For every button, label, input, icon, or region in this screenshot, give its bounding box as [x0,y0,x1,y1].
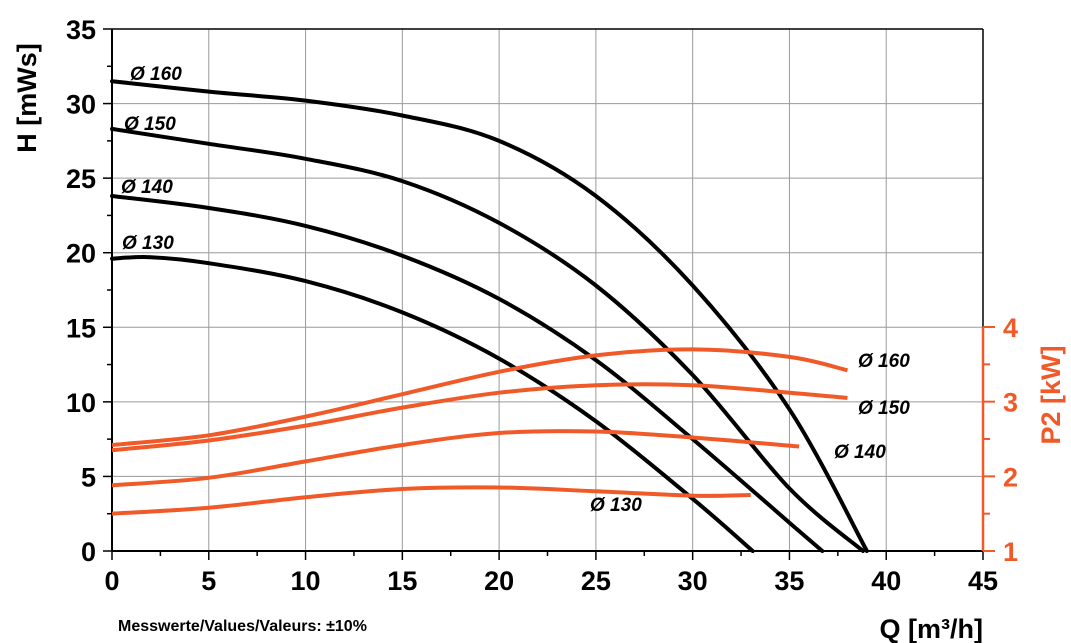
power-curve-label: Ø 160 [858,351,910,372]
y-left-tick-label: 10 [66,388,96,418]
y-left-tick-label: 5 [81,462,96,492]
x-tick-label: 10 [291,566,321,596]
x-tick-label: 15 [387,566,417,596]
power-curve [111,429,800,488]
x-tick-label: 25 [581,566,611,596]
head-curve-label: Ø 160 [130,64,182,85]
power-curve [111,382,848,453]
y-right-tick-label: 1 [1003,537,1018,567]
y-left-tick-label: 20 [66,239,96,269]
power-curve-label: Ø 130 [590,495,642,516]
y-left-tick-label: 15 [66,313,96,343]
x-axis-title: Q [m³/h] [880,614,983,643]
power-curve-label: Ø 140 [834,442,886,463]
tolerance-note: Messwerte/Values/Valeurs: ±10% [118,618,367,635]
x-tick-label: 0 [104,566,119,596]
y-left-tick-label: 30 [66,90,96,120]
head-curve-label: Ø 130 [122,233,174,254]
x-tick-label: 45 [968,566,998,596]
y-axis-right-title: P2 [kW] [1036,345,1066,444]
power-curve [111,485,751,516]
head-curve [110,255,755,553]
labels: Q [m³/h] H [mWs] P2 [kW] Ø 160 Ø 150 Ø 140 Ø 1… [12,43,1066,643]
power-curves [111,347,848,516]
x-tick-label: 5 [201,566,216,596]
ticks: 0 5 10 15 20 25 30 35 40 45 0 5 10 15 20 25 30 35 1 2 3 4 [66,15,1018,596]
head-curve-label: Ø 140 [121,177,173,198]
head-curve [110,126,865,553]
x-tick-label: 35 [774,566,804,596]
head-curve [110,194,825,553]
power-curve-label: Ø 150 [858,398,910,419]
y-right-tick-label: 4 [1003,313,1018,343]
x-tick-label: 30 [678,566,708,596]
y-axis-left-title: H [mWs] [12,43,42,153]
x-tick-label: 40 [871,566,901,596]
y-right-tick-label: 2 [1003,462,1018,492]
head-curve [110,79,869,553]
head-curve-label: Ø 150 [124,114,176,135]
head-curves [110,79,869,553]
y-right-tick-label: 3 [1003,388,1018,418]
y-left-tick-label: 0 [81,537,96,567]
y-left-tick-label: 35 [66,15,96,45]
power-curve [111,347,848,447]
x-tick-label: 20 [484,566,514,596]
y-left-tick-label: 25 [66,164,96,194]
